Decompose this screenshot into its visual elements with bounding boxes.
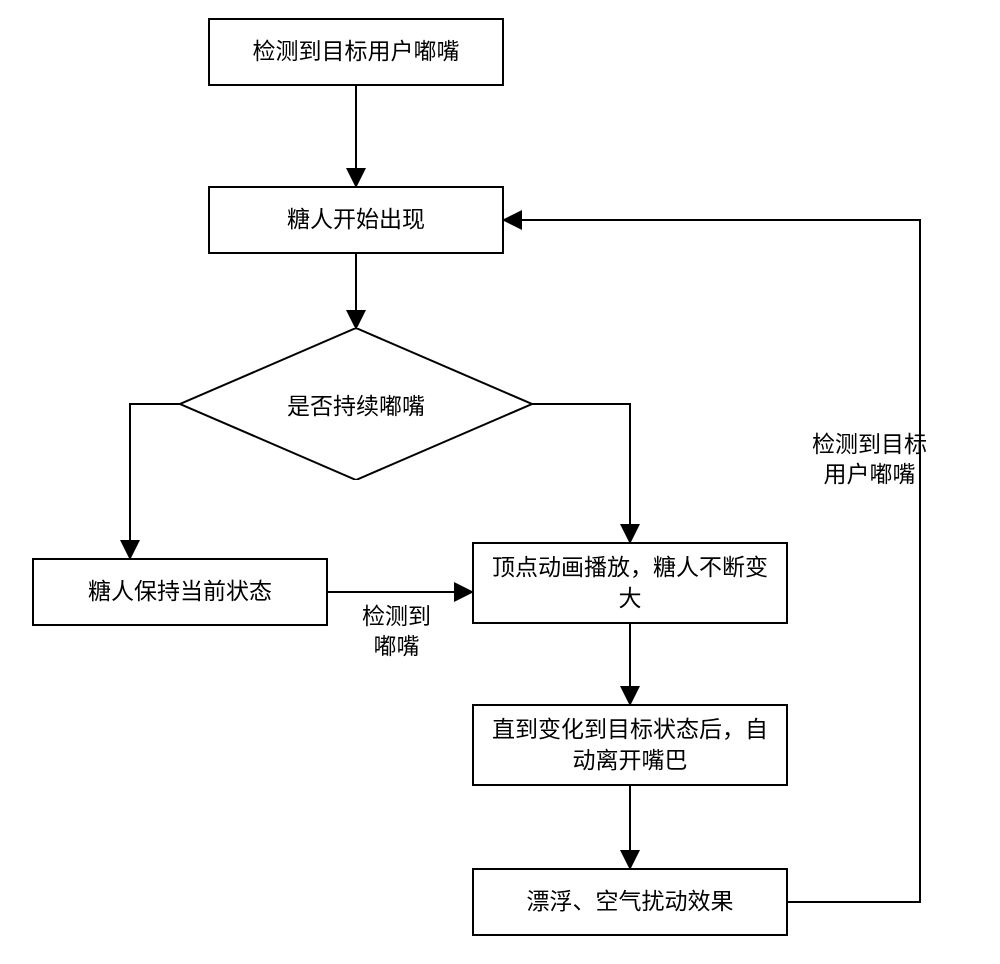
flowchart-node-n5: 顶点动画播放，糖人不断变 大 bbox=[472, 542, 788, 624]
flowchart-node-n4: 糖人保持当前状态 bbox=[32, 558, 328, 626]
flowchart-node-n1: 检测到目标用户嘟嘴 bbox=[208, 18, 504, 86]
flowchart-node-n2: 糖人开始出现 bbox=[208, 186, 504, 254]
flowchart-node-n6: 直到变化到目标状态后，自 动离开嘴巴 bbox=[472, 704, 788, 786]
flowchart-edge-label: 检测到目标 用户嘟嘴 bbox=[812, 430, 927, 490]
flowchart-edge-label: 检测到 嘟嘴 bbox=[362, 602, 431, 662]
flowchart-node-n7: 漂浮、空气扰动效果 bbox=[472, 868, 788, 936]
flowchart-edge bbox=[130, 404, 180, 558]
flowchart-canvas: 检测到目标用户嘟嘴糖人开始出现是否持续嘟嘴糖人保持当前状态 顶点动画播放，糖人不断… bbox=[0, 0, 1000, 964]
flowchart-edge bbox=[532, 404, 630, 542]
flowchart-decision-n3: 是否持续嘟嘴 bbox=[180, 328, 532, 480]
